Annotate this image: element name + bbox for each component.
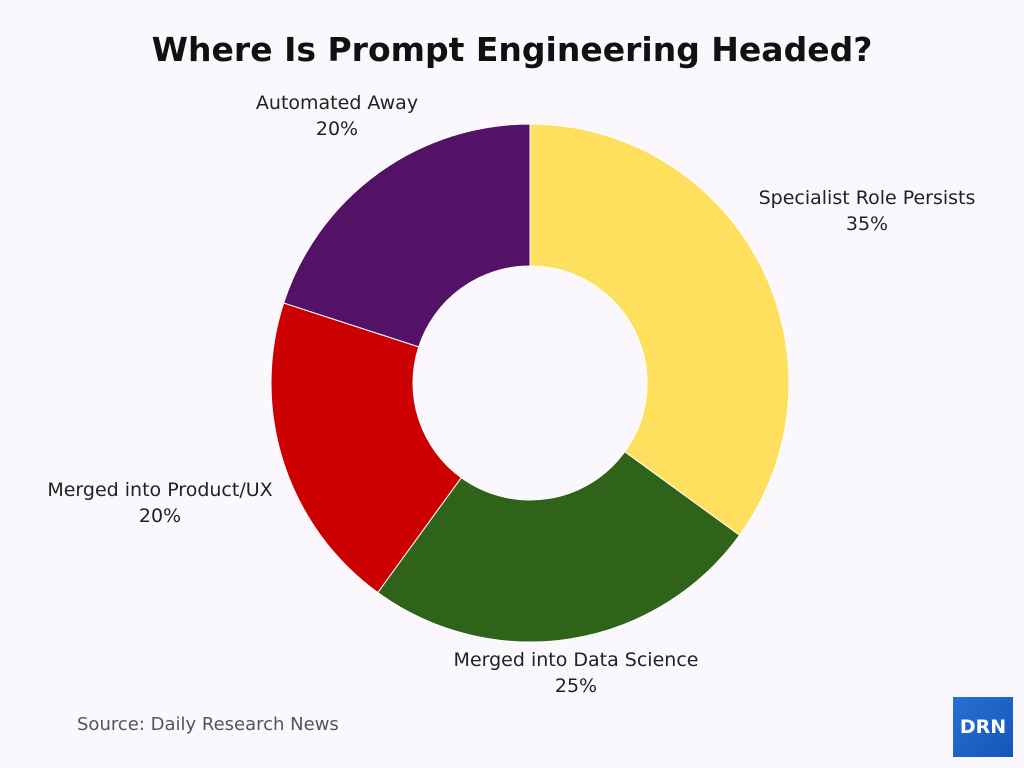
slice-specialist-role-persists: [529, 123, 790, 536]
value-label: 25%: [554, 675, 598, 697]
slice-label: Automated Away 20%: [256, 90, 418, 142]
drn-logo: DRN: [953, 697, 1013, 757]
category-label: Merged into Product/UX: [47, 479, 273, 501]
slice-label: Specialist Role Persists 35%: [759, 185, 976, 237]
category-label: Merged into Data Science: [453, 649, 699, 671]
slice-label: Merged into Data Science 25%: [454, 647, 699, 699]
slice-label: Merged into Product/UX 20%: [47, 477, 272, 529]
value-label: 20%: [138, 505, 182, 527]
value-label: 20%: [315, 118, 359, 140]
source-note: Source: Daily Research News: [77, 714, 339, 735]
slice-merged-into-data-science: [377, 451, 741, 643]
category-label: Automated Away: [255, 92, 419, 114]
category-label: Specialist Role Persists: [758, 187, 976, 209]
slice-merged-into-product-ux: [270, 302, 462, 594]
value-label: 35%: [845, 213, 889, 235]
chart-title: Where Is Prompt Engineering Headed?: [151, 30, 873, 69]
logo-text: DRN: [959, 716, 1007, 738]
slice-automated-away: [283, 123, 531, 348]
